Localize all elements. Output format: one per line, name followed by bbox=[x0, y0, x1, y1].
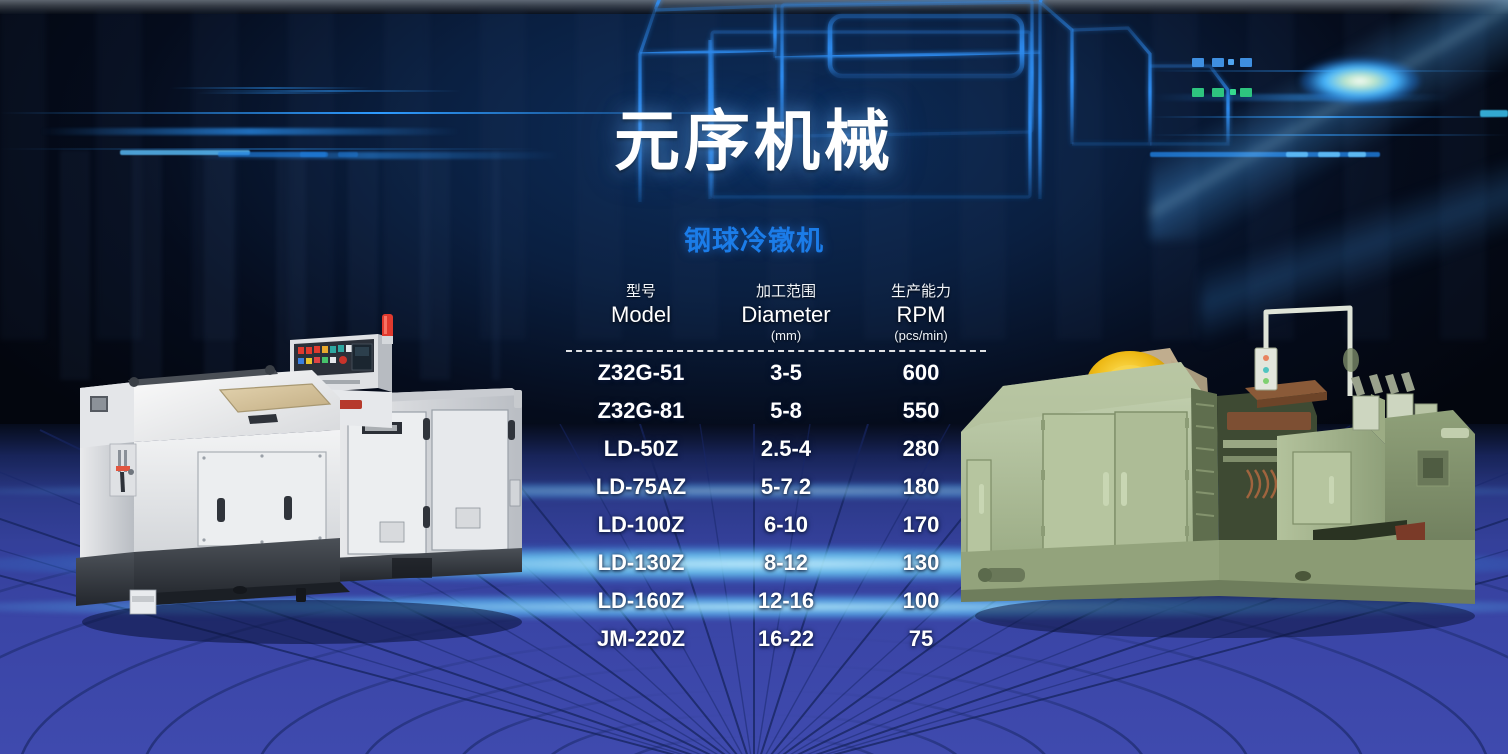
table-row: LD-130Z 8-12 130 bbox=[566, 544, 986, 582]
background-rack-pattern-secondary bbox=[60, 150, 500, 380]
table-cell-rpm: 75 bbox=[908, 626, 934, 651]
table-cell-rpm: 600 bbox=[902, 360, 940, 385]
table-cell-model: LD-50Z bbox=[603, 436, 679, 461]
table-cell-diameter: 6-10 bbox=[763, 512, 809, 537]
table-row: Z32G-81 5-8 550 bbox=[566, 392, 986, 430]
table-row: LD-100Z 6-10 170 bbox=[566, 506, 986, 544]
left-machine-image bbox=[76, 314, 522, 644]
table-header-model: 型号 Model bbox=[611, 283, 671, 327]
table-cell-rpm: 100 bbox=[902, 588, 940, 613]
table-cell-diameter: 8-12 bbox=[763, 550, 809, 575]
light-beam-secondary bbox=[1200, 40, 1508, 440]
table-cell-diameter: 5-7.2 bbox=[760, 474, 812, 499]
table-cell-model: JM-220Z bbox=[596, 626, 686, 651]
table-cell-diameter: 2.5-4 bbox=[760, 436, 812, 461]
table-cell-model: LD-100Z bbox=[597, 512, 685, 537]
table-row: LD-50Z 2.5-4 280 bbox=[566, 430, 986, 468]
table-row: JM-220Z 16-22 75 bbox=[566, 620, 986, 658]
table-cell-model: LD-130Z bbox=[597, 550, 685, 575]
table-cell-diameter: 12-16 bbox=[757, 588, 815, 613]
table-cell-rpm: 170 bbox=[902, 512, 940, 537]
specification-table: 型号 Model 加工范围 Diameter (mm) 生产能力 RPM (pc… bbox=[566, 282, 986, 658]
wireframe-machine-outline bbox=[638, 0, 1230, 202]
table-cell-rpm: 130 bbox=[902, 550, 940, 575]
background-rack-pattern bbox=[0, 10, 1508, 340]
table-cell-rpm: 180 bbox=[902, 474, 940, 499]
table-cell-model: Z32G-81 bbox=[597, 398, 685, 423]
table-row: LD-75AZ 5-7.2 180 bbox=[566, 468, 986, 506]
table-divider bbox=[566, 350, 986, 352]
table-cell-model: LD-160Z bbox=[597, 588, 685, 613]
table-cell-rpm: 280 bbox=[902, 436, 940, 461]
light-beam bbox=[1150, 0, 1508, 240]
table-cell-diameter: 5-8 bbox=[770, 398, 802, 423]
table-cell-diameter: 3-5 bbox=[770, 360, 802, 385]
table-body: Z32G-51 3-5 600 Z32G-81 5-8 550 LD-50Z 2.5-4 280… bbox=[566, 354, 986, 658]
table-row: LD-160Z 12-16 100 bbox=[566, 582, 986, 620]
table-row: Z32G-51 3-5 600 bbox=[566, 354, 986, 392]
table-cell-diameter: 16-22 bbox=[757, 626, 815, 651]
table-header-diameter: 加工范围 Diameter (mm) bbox=[741, 283, 831, 343]
lens-flare bbox=[1300, 58, 1420, 104]
table-header-row: 型号 Model 加工范围 Diameter (mm) 生产能力 RPM (pc… bbox=[566, 282, 986, 344]
page-title: 元序机械 bbox=[614, 104, 894, 178]
right-machine-image bbox=[961, 305, 1475, 638]
product-subtitle: 钢球冷镦机 bbox=[684, 226, 824, 256]
table-cell-model: LD-75AZ bbox=[595, 474, 687, 499]
table-header-rpm: 生产能力 RPM (pcs/min) bbox=[890, 283, 951, 343]
table-cell-model: Z32G-51 bbox=[597, 360, 685, 385]
table-cell-rpm: 550 bbox=[902, 398, 940, 423]
